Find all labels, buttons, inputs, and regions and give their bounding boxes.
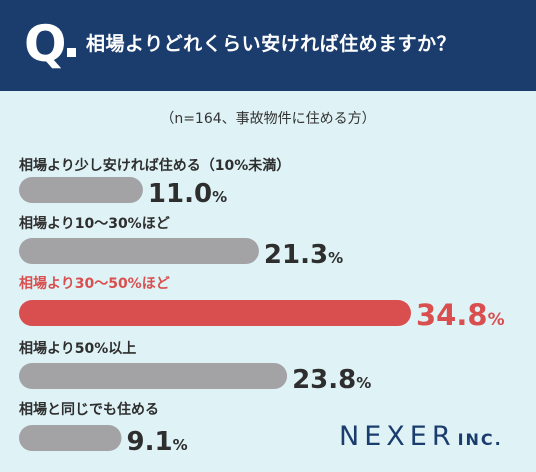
bar <box>19 238 259 264</box>
bar-label: 相場より10〜30%ほど <box>19 215 170 232</box>
nexer-logo: NEXER INC. <box>339 421 503 452</box>
value-label: 23.8% <box>292 365 371 395</box>
bar-label: 相場より30〜50%ほど <box>19 275 170 292</box>
logo-main: NEXER <box>339 421 456 452</box>
q-mark: Q <box>24 15 67 73</box>
sample-note: （n=164、事故物件に住める方） <box>160 111 376 127</box>
logo-sub: INC. <box>457 430 503 449</box>
q-dot <box>67 48 76 57</box>
bar <box>19 300 411 326</box>
bar-label: 相場より少し安ければ住める（10%未満） <box>19 157 290 174</box>
bar <box>19 425 122 451</box>
bar <box>19 177 143 203</box>
value-label: 21.3% <box>264 240 343 270</box>
bar <box>19 363 288 389</box>
bar-label: 相場と同じでも住める <box>19 401 159 418</box>
question-header: Q 相場よりどれくらい安ければ住めますか？ <box>0 0 536 91</box>
value-label: 11.0% <box>148 179 227 209</box>
value-label: 9.1% <box>127 427 188 457</box>
question-title: 相場よりどれくらい安ければ住めますか？ <box>86 33 457 55</box>
bar-label: 相場より50%以上 <box>19 340 136 357</box>
value-label: 34.8% <box>416 298 505 332</box>
